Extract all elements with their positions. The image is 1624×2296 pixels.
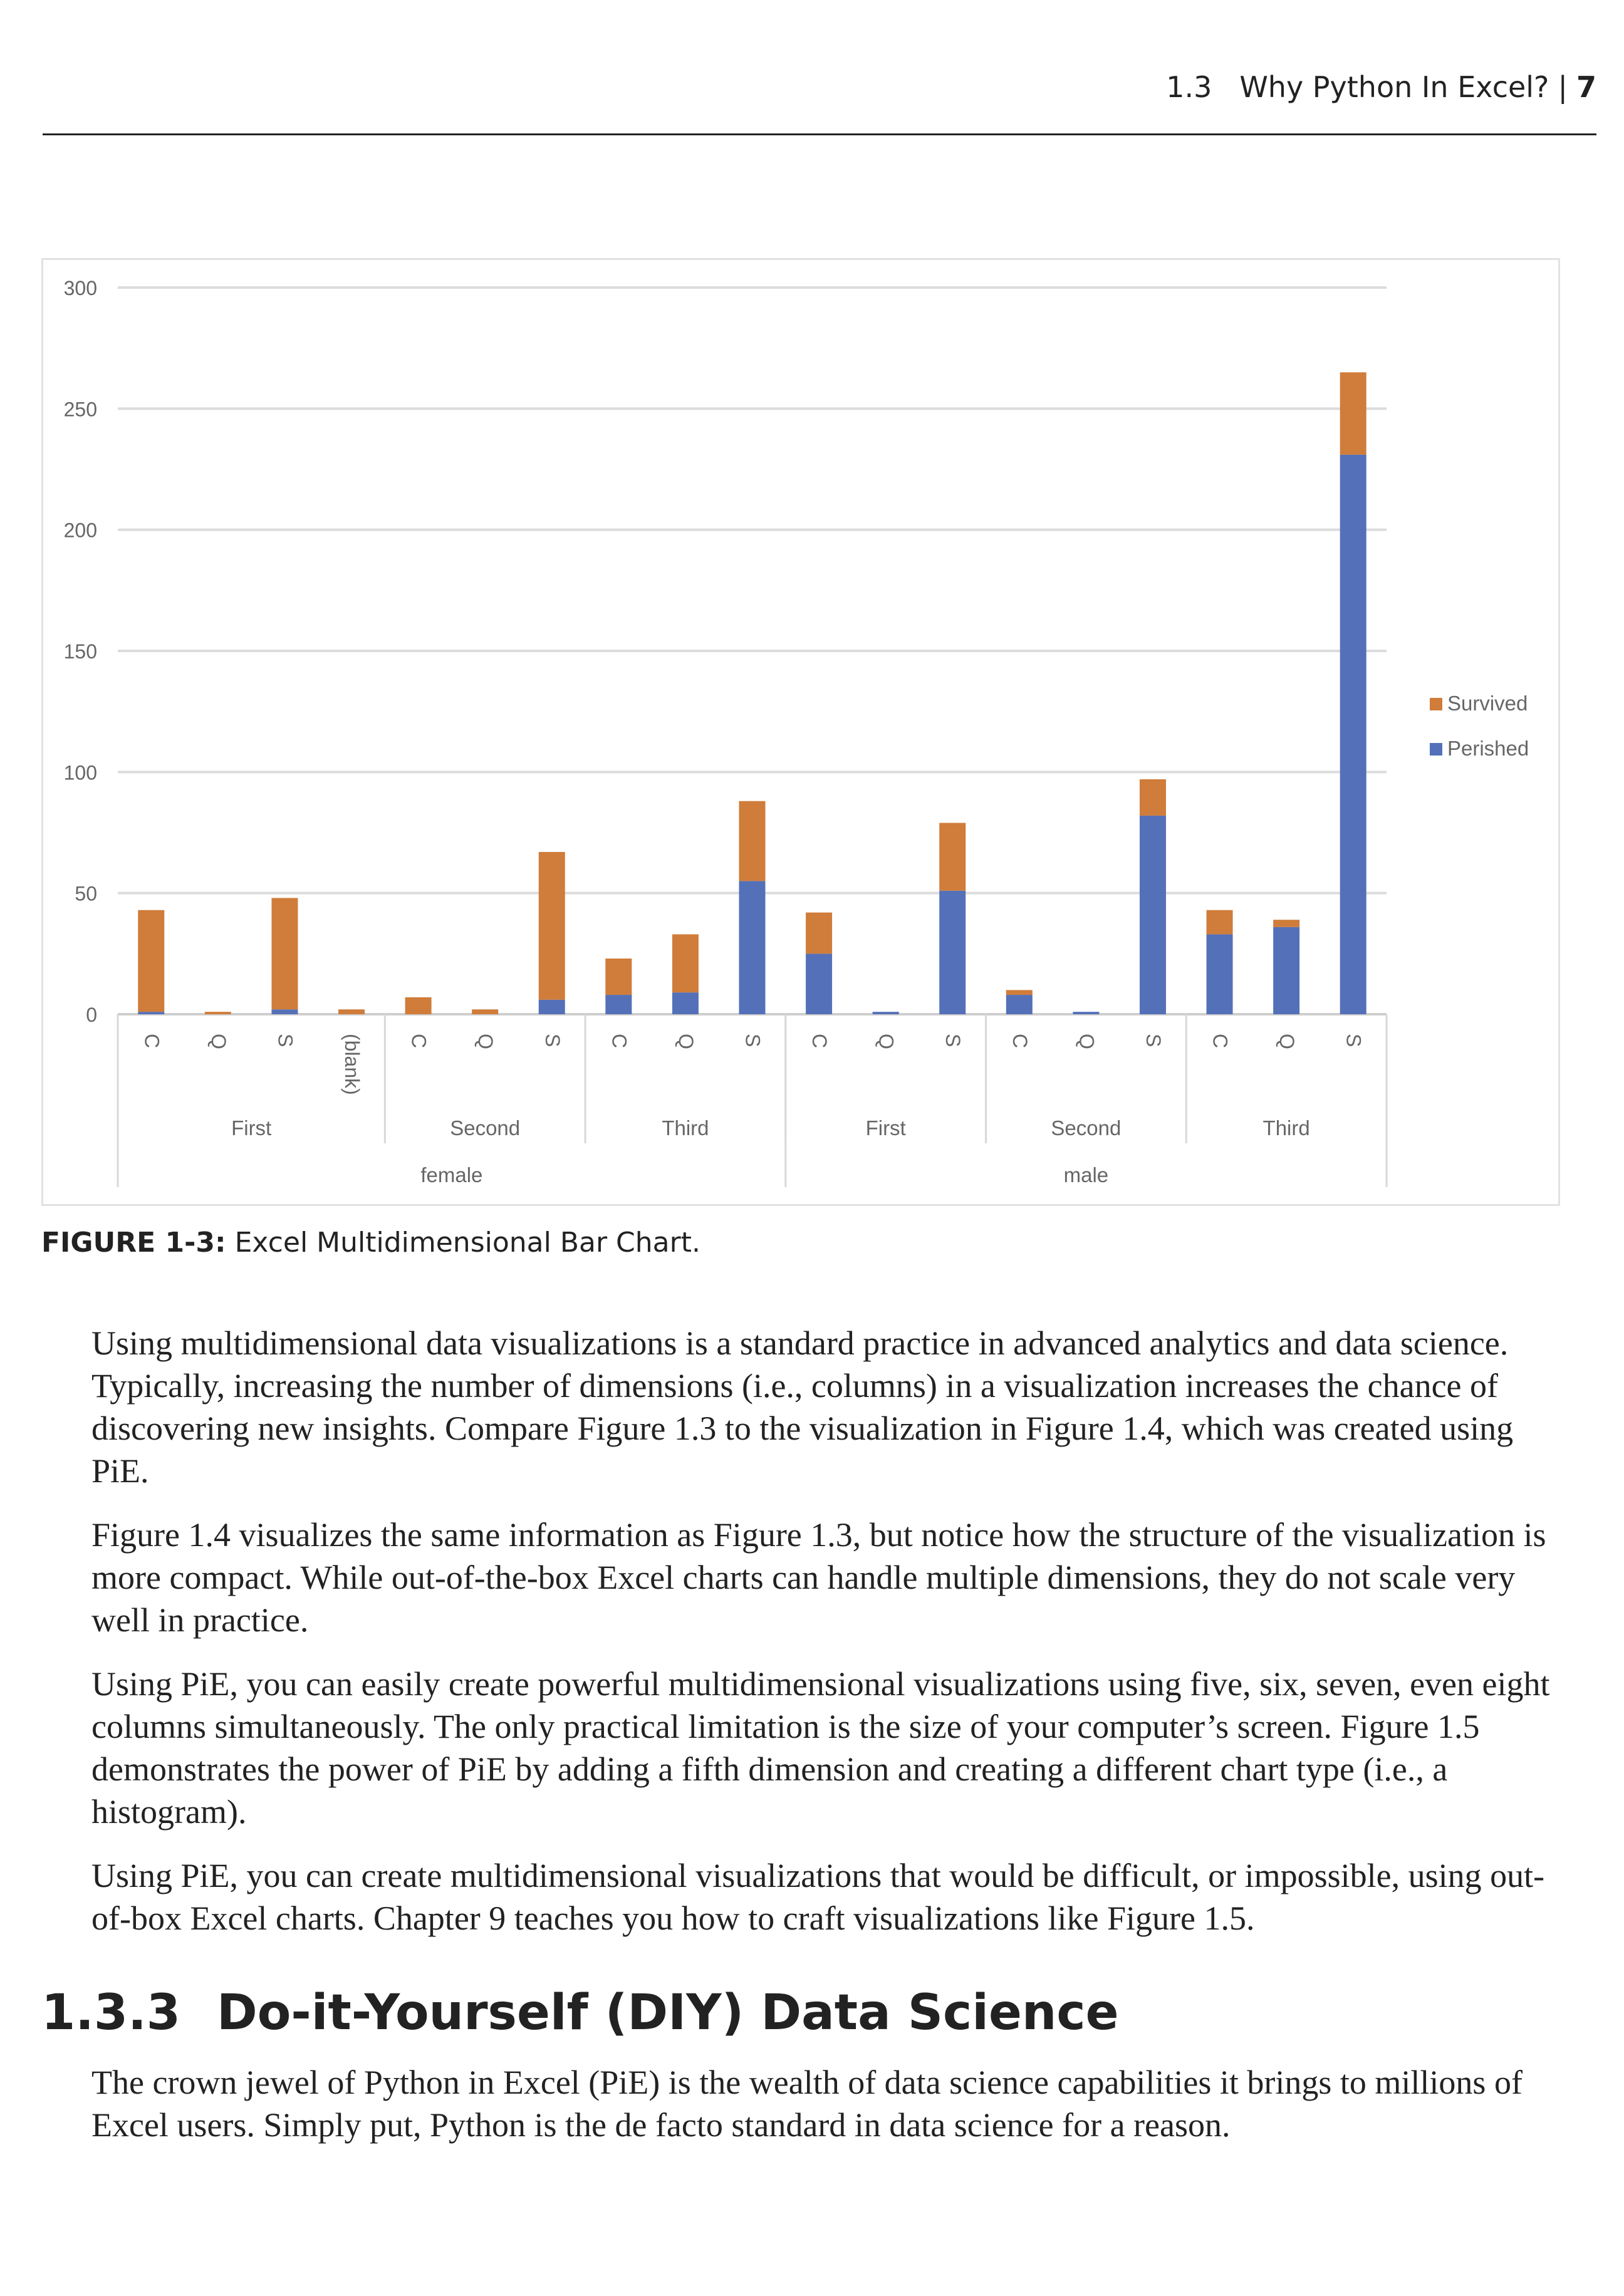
x-tick-label: S [274, 1034, 296, 1047]
paragraph: Using PiE, you can create multidimension… [91, 1857, 1545, 1937]
bar-perished [1073, 1012, 1100, 1014]
running-head: 1.3 Why Python In Excel? | 7 [1166, 70, 1596, 104]
x-tick-label: C [808, 1034, 831, 1048]
bar-perished [739, 881, 766, 1014]
body-text: Using multidimensional data visualizatio… [91, 1322, 1564, 1961]
class-group-label: Second [1051, 1116, 1121, 1140]
chart-frame [41, 258, 1560, 1206]
bar-survived [538, 851, 565, 1000]
x-tick-label: Q [207, 1034, 230, 1049]
legend-swatch-survived [1430, 698, 1442, 710]
x-tick-label: S [1343, 1034, 1365, 1047]
stacked-bar-chart: 0 50 100 150 200 250 300 C Q S (blank) C Q S C Q S C Q S C Q S… [64, 277, 1529, 1187]
x-tick-label: S [1142, 1034, 1165, 1047]
bar-survived [672, 934, 699, 993]
x-tick-label: Q [1075, 1034, 1098, 1049]
y-tick-label: 250 [64, 398, 97, 420]
x-tick-label: C [408, 1034, 430, 1048]
x-tick-label: Q [474, 1034, 497, 1049]
x-tick-label: S [541, 1034, 564, 1047]
bar-survived [1340, 372, 1366, 455]
section-title: Why Python In Excel? [1239, 70, 1549, 104]
bar-perished [538, 999, 565, 1014]
class-group-label: First [866, 1116, 906, 1140]
separator: | [1558, 70, 1568, 104]
y-tick-label: 300 [64, 277, 97, 299]
paragraph: Using multidimensional data visualizatio… [91, 1324, 1514, 1490]
bar-survived [271, 898, 298, 1010]
class-group-label: Third [662, 1116, 709, 1140]
paragraph: The crown jewel of Python in Excel (PiE)… [91, 2064, 1522, 2144]
legend-swatch-perished [1430, 743, 1442, 756]
section-heading-number: 1.3.3 [41, 1985, 181, 2041]
x-tick-label: Q [1276, 1034, 1298, 1049]
legend-label: Survived [1447, 692, 1528, 715]
x-tick-label: (blank) [341, 1034, 363, 1095]
bar-survived [405, 997, 432, 1014]
section-heading-title: Do-it-Yourself (DIY) Data Science [217, 1985, 1119, 2041]
bar-perished [271, 1009, 298, 1014]
bar-survived [739, 801, 766, 881]
bar-survived [1006, 990, 1033, 995]
class-group-label: First [231, 1116, 271, 1140]
bar-survived [1139, 779, 1166, 816]
bar-perished [672, 992, 699, 1014]
bar-survived [1273, 920, 1300, 927]
caption-text: Excel Multidimensional Bar Chart. [234, 1227, 700, 1259]
bar-perished [1273, 927, 1300, 1014]
section-heading: 1.3.3 Do-it-Yourself (DIY) Data Science [41, 1985, 1119, 2041]
bar-survived [338, 1009, 365, 1014]
y-tick-label: 50 [75, 883, 97, 905]
bar-perished [1006, 995, 1033, 1014]
section-number: 1.3 [1166, 70, 1212, 104]
caption-label: FIGURE 1-3: [41, 1227, 226, 1259]
x-tick-label: Q [675, 1034, 697, 1049]
y-tick-label: 0 [86, 1004, 97, 1026]
section-body: The crown jewel of Python in Excel (PiE)… [91, 2061, 1564, 2168]
x-tick-label: S [942, 1034, 964, 1047]
class-group-label: Third [1263, 1116, 1310, 1140]
bar-survived [204, 1012, 231, 1014]
x-tick-label: C [1209, 1034, 1232, 1048]
page-number: 7 [1576, 70, 1596, 104]
x-tick-label: C [1009, 1034, 1031, 1048]
sex-group-label: female [420, 1163, 482, 1187]
y-tick-label: 100 [64, 761, 97, 784]
bar-perished [1139, 815, 1166, 1014]
x-tick-label: C [608, 1034, 630, 1048]
bar-survived [806, 912, 833, 954]
class-group-label: Second [450, 1116, 520, 1140]
paragraph: Using PiE, you can easily create powerfu… [91, 1665, 1550, 1831]
bar-survived [138, 910, 165, 1012]
bar-perished [806, 953, 833, 1014]
paragraph: Figure 1.4 visualizes the same informati… [91, 1516, 1546, 1639]
bar-perished [1206, 934, 1233, 1014]
bar-survived [1206, 910, 1233, 935]
bar-perished [872, 1012, 899, 1014]
bar-perished [138, 1012, 165, 1014]
bar-survived [605, 958, 632, 995]
bar-survived [939, 823, 966, 891]
x-tick-label: Q [875, 1034, 898, 1049]
figure-caption: FIGURE 1-3: Excel Multidimensional Bar Ch… [41, 1227, 700, 1259]
bar-survived [472, 1009, 499, 1014]
sex-group-label: male [1064, 1163, 1109, 1187]
y-tick-label: 150 [64, 640, 97, 663]
x-tick-label: C [140, 1034, 163, 1048]
bar-perished [939, 890, 966, 1014]
x-tick-label: S [742, 1034, 764, 1047]
legend-label: Perished [1447, 737, 1529, 760]
bar-perished [1340, 454, 1366, 1014]
y-tick-label: 200 [64, 519, 97, 542]
header-rule [43, 133, 1596, 135]
bar-perished [605, 995, 632, 1014]
